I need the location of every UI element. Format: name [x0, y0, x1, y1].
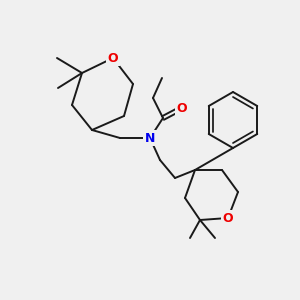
Text: O: O — [108, 52, 118, 64]
Text: O: O — [177, 101, 187, 115]
Text: O: O — [223, 212, 233, 224]
Text: N: N — [145, 131, 155, 145]
